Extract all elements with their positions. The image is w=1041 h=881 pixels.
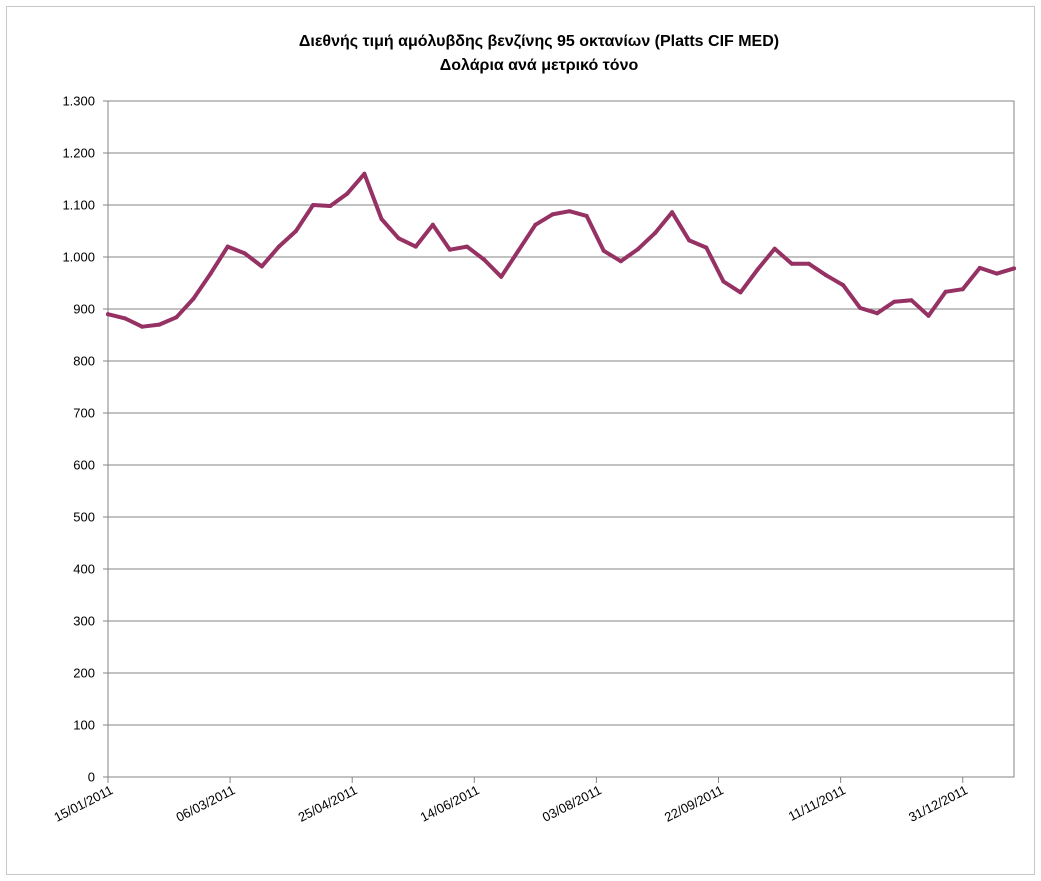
data-point xyxy=(1012,266,1016,271)
data-point xyxy=(362,171,367,176)
x-tick-label: 06/03/2011 xyxy=(174,782,238,824)
y-axis-ticks: 0 100 200 300 400 500 600 700 800 900 1.000 1.100 1.… xyxy=(62,94,108,785)
y-tick-label: 200 xyxy=(73,666,95,681)
data-point xyxy=(191,296,196,301)
data-point xyxy=(123,316,128,321)
chart-subtitle: Δολάρια ανά μετρικό τόνο xyxy=(440,57,639,74)
data-point xyxy=(926,313,931,318)
series-layer xyxy=(106,171,1016,329)
chart-frame xyxy=(6,6,1035,875)
x-tick-label: 22/09/2011 xyxy=(662,782,726,824)
y-tick-label: 800 xyxy=(73,354,95,369)
data-point xyxy=(670,210,675,215)
x-tick-label: 03/08/2011 xyxy=(540,782,604,824)
y-tick-label: 300 xyxy=(73,614,95,629)
x-tick-label: 11/11/2011 xyxy=(786,782,848,824)
x-tick-label: 31/12/2011 xyxy=(906,782,970,824)
data-point xyxy=(447,247,452,252)
data-point xyxy=(311,203,316,207)
data-point xyxy=(140,324,145,329)
data-point xyxy=(721,279,726,284)
data-point xyxy=(875,311,880,316)
data-point xyxy=(550,212,555,217)
series-line xyxy=(106,171,1016,329)
data-point xyxy=(653,231,657,236)
x-tick-label: 14/06/2011 xyxy=(418,782,482,824)
data-point xyxy=(465,244,469,249)
y-tick-label: 1.000 xyxy=(62,250,95,265)
data-point xyxy=(567,209,572,214)
data-point xyxy=(772,246,777,251)
data-point xyxy=(499,274,504,279)
data-point xyxy=(242,251,247,256)
data-point xyxy=(789,261,794,266)
x-axis-ticks: 15/01/2011 06/03/2011 25/04/2011 14/06/2011… xyxy=(51,777,970,825)
plot-area-border xyxy=(107,100,1015,778)
data-point xyxy=(841,283,846,288)
data-point xyxy=(106,312,110,317)
data-point xyxy=(379,217,384,221)
y-tick-label: 1.100 xyxy=(62,198,95,213)
data-point xyxy=(328,204,333,208)
data-point xyxy=(738,290,743,295)
data-point xyxy=(858,306,863,310)
data-point xyxy=(208,271,213,276)
gridlines xyxy=(108,100,1014,726)
data-point xyxy=(584,213,589,218)
y-tick-label: 1.200 xyxy=(62,146,95,161)
data-point xyxy=(413,244,418,249)
y-tick-label: 900 xyxy=(73,302,95,317)
data-point xyxy=(806,261,811,266)
data-point xyxy=(174,315,179,320)
y-tick-label: 500 xyxy=(73,510,95,525)
data-point xyxy=(618,259,623,264)
data-point xyxy=(824,273,828,278)
x-tick-label: 15/01/2011 xyxy=(51,782,115,824)
data-point xyxy=(704,245,709,250)
data-point xyxy=(909,298,914,303)
data-point xyxy=(994,271,999,276)
axes xyxy=(107,100,1015,778)
data-point xyxy=(482,257,487,262)
data-point xyxy=(977,265,982,270)
y-tick-label: 1.300 xyxy=(62,94,95,109)
chart-title: Διεθνής τιμή αμόλυβδης βενζίνης 95 οκταν… xyxy=(299,33,779,50)
data-point xyxy=(225,244,230,249)
data-point xyxy=(345,191,350,196)
data-point xyxy=(960,287,965,292)
data-point xyxy=(687,238,692,243)
data-point xyxy=(943,289,948,294)
data-point xyxy=(516,248,521,253)
y-tick-label: 600 xyxy=(73,458,95,473)
y-tick-label: 0 xyxy=(88,770,95,785)
x-tick-label: 25/04/2011 xyxy=(296,782,360,824)
y-tick-label: 400 xyxy=(73,562,95,577)
data-point xyxy=(396,236,401,241)
data-point xyxy=(430,222,435,227)
data-point xyxy=(157,322,162,327)
y-tick-label: 700 xyxy=(73,406,95,421)
data-point xyxy=(276,244,281,249)
data-point xyxy=(601,248,606,253)
data-point xyxy=(755,267,760,272)
data-point xyxy=(635,247,640,252)
data-point xyxy=(892,299,897,304)
y-tick-label: 100 xyxy=(73,718,95,733)
data-point xyxy=(294,229,298,233)
data-point xyxy=(259,264,264,269)
data-point xyxy=(533,222,538,227)
